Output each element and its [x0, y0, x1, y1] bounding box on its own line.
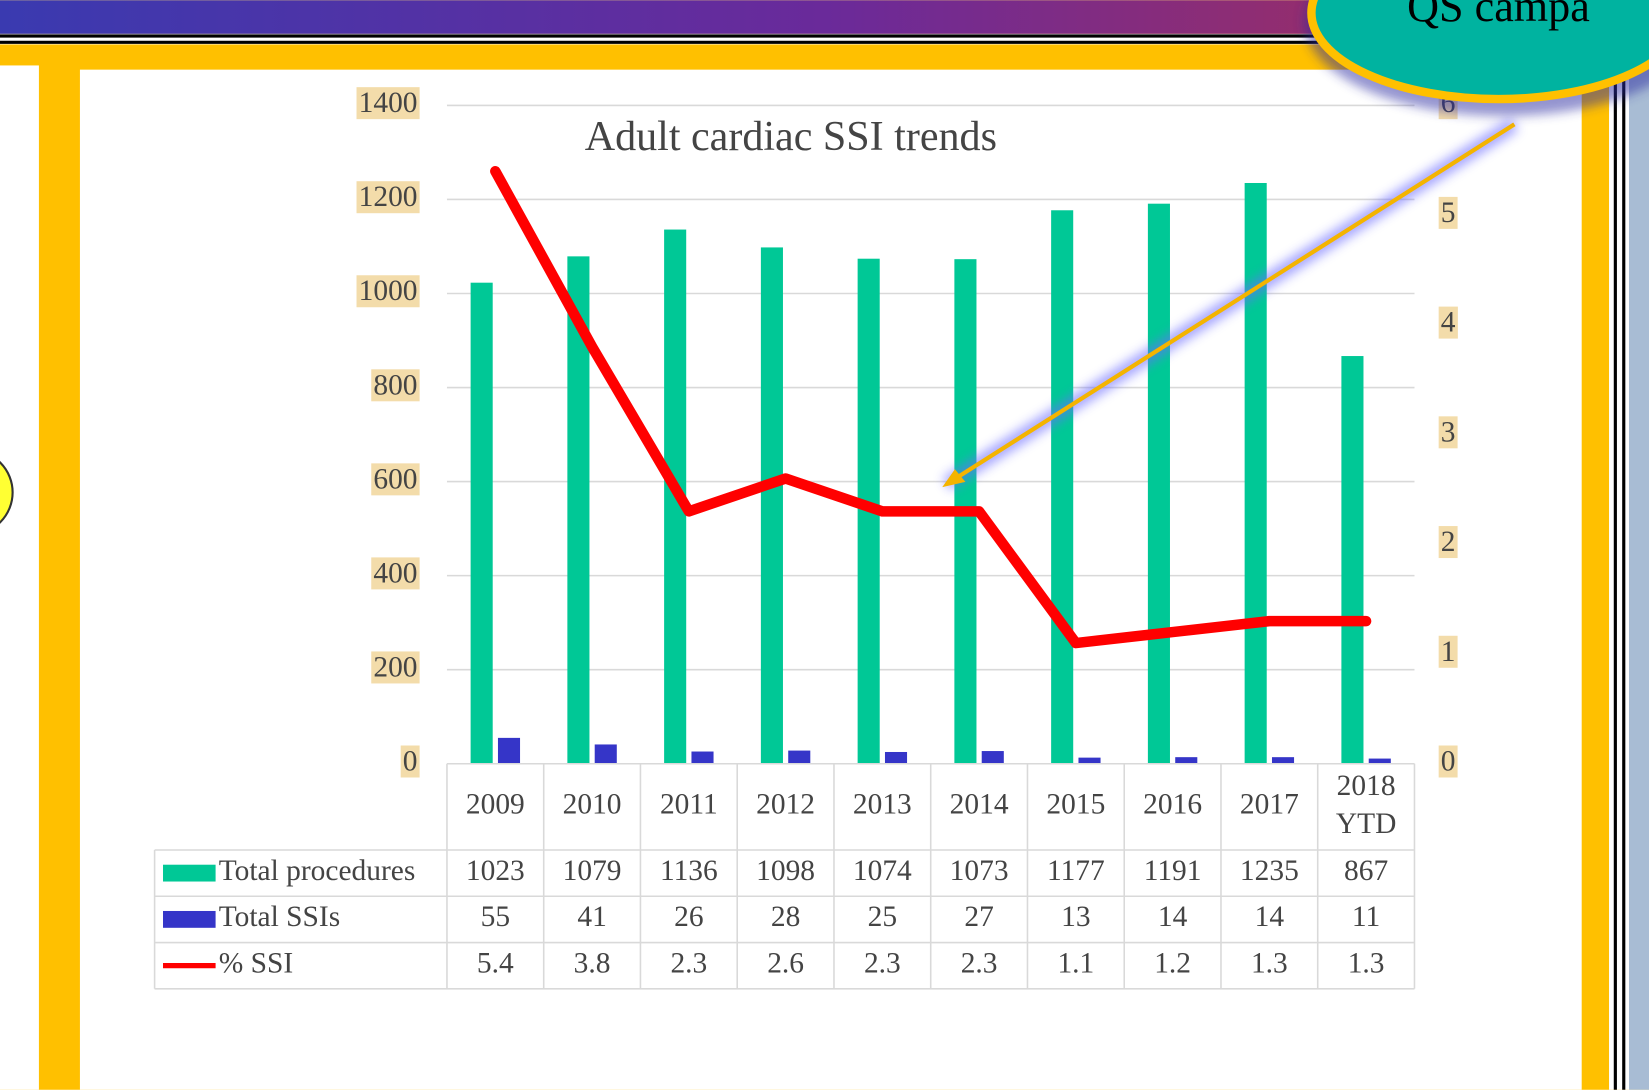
y2-tick-label: 4: [1441, 307, 1456, 339]
table-value: 55: [481, 901, 510, 933]
table-value: 1023: [466, 855, 525, 887]
legend-label: Total SSIs: [219, 901, 340, 933]
y2-tick-label: 2: [1441, 526, 1456, 558]
table-value: 1.3: [1251, 947, 1288, 979]
y-tick-label: 1400: [359, 87, 418, 119]
bar: [595, 744, 617, 763]
x-tick-label: 2014: [950, 789, 1009, 821]
table-value: 28: [771, 901, 800, 933]
table-value: 25: [868, 901, 897, 933]
table-value: 41: [577, 901, 606, 933]
bar: [1148, 204, 1170, 764]
y-tick-label: 400: [373, 557, 417, 589]
table-value: 1191: [1144, 855, 1202, 887]
page: 0200400600800100012001400012345620092010…: [0, 0, 1649, 1090]
left-panel: [0, 65, 39, 1089]
table-value: 1098: [756, 855, 815, 887]
y2-tick-label: 0: [1441, 745, 1456, 777]
bar: [1051, 210, 1073, 763]
table-value: 2.3: [670, 947, 707, 979]
table-value: 1235: [1240, 855, 1299, 887]
table-value: 11: [1352, 901, 1380, 933]
bar: [1341, 356, 1363, 764]
bar: [761, 247, 783, 763]
legend-key: [163, 911, 216, 928]
y-tick-label: 800: [373, 369, 417, 401]
table-value: 2.3: [864, 947, 901, 979]
legend-label: % SSI: [219, 947, 293, 979]
y-tick-label: 0: [403, 745, 418, 777]
x-tick-label: 2011: [660, 789, 718, 821]
x-tick-label: 2012: [756, 789, 815, 821]
table-value: 14: [1255, 901, 1285, 933]
table-value: 867: [1344, 855, 1388, 887]
table-value: 1177: [1047, 855, 1105, 887]
x-tick-label: 2013: [853, 789, 912, 821]
bar: [788, 751, 810, 764]
table-value: 1.3: [1348, 947, 1385, 979]
slide: 0200400600800100012001400012345620092010…: [0, 0, 1649, 1090]
bar: [982, 751, 1004, 764]
table-value: 27: [964, 901, 993, 933]
bar: [1272, 757, 1294, 764]
y2-tick-label: 1: [1441, 636, 1456, 668]
y-tick-label: 200: [373, 651, 417, 683]
x-tick-label: 2009: [466, 789, 525, 821]
legend-label: Total procedures: [219, 855, 416, 887]
bar: [1175, 757, 1197, 764]
bar: [471, 283, 493, 764]
chart-title: Adult cardiac SSI trends: [585, 114, 997, 160]
bar: [498, 738, 520, 764]
x-tick-label: 2016: [1143, 789, 1202, 821]
bar: [1078, 758, 1100, 764]
x-tick-label: 2015: [1046, 789, 1105, 821]
y2-tick-label: 3: [1441, 416, 1456, 448]
table-value: 14: [1158, 901, 1188, 933]
table-value: 1073: [950, 855, 1009, 887]
table-value: 2.3: [961, 947, 998, 979]
legend-key: [163, 865, 216, 882]
y-tick-label: 1000: [359, 275, 418, 307]
callout-text: QS campa: [1407, 0, 1590, 31]
table-value: 5.4: [477, 947, 514, 979]
table-value: 13: [1061, 901, 1090, 933]
table-value: 1.1: [1057, 947, 1094, 979]
right-panel: [1629, 44, 1649, 1089]
x-tick-label: 2010: [563, 789, 622, 821]
table-value: 1.2: [1154, 947, 1191, 979]
table-value: 1079: [563, 855, 622, 887]
table-value: 1136: [660, 855, 718, 887]
table-value: 1074: [853, 855, 912, 887]
table-value: 2.6: [767, 947, 804, 979]
bar: [691, 752, 713, 764]
bar: [885, 752, 907, 764]
x-tick-label: 2017: [1240, 789, 1299, 821]
table-value: 3.8: [574, 947, 611, 979]
y-tick-label: 600: [373, 463, 417, 495]
y2-tick-label: 5: [1441, 197, 1456, 229]
y-tick-label: 1200: [359, 181, 418, 213]
bar: [1245, 183, 1267, 764]
table-value: 26: [674, 901, 703, 933]
